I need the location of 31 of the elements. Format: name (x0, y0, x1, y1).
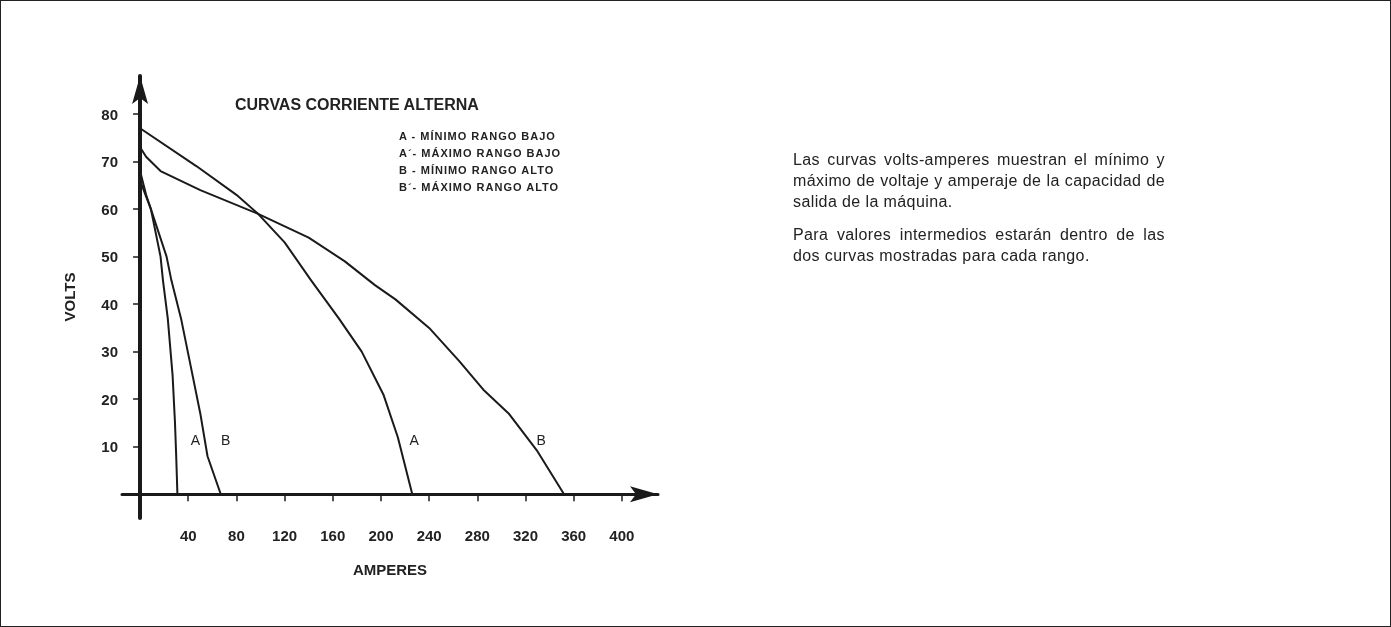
annotation: B - MÍNIMO RANGO ALTO (399, 163, 556, 178)
x-tick-label: 200 (368, 527, 394, 544)
y-tick-label: 50 (101, 248, 118, 266)
x-tick-label: 240 (416, 527, 442, 544)
x-tick-label: 280 (464, 527, 490, 544)
y-tick-label: 80 (101, 105, 118, 123)
x-tick-label: 360 (561, 527, 587, 544)
y-tick-label: 20 (101, 390, 118, 408)
annotation: A - MÍNIMO RANGO BAJO (399, 129, 557, 144)
x-axis-title: AMPERES (352, 561, 428, 578)
annotation: B (221, 432, 231, 449)
annotation: A (409, 432, 420, 449)
y-tick-label: 10 (101, 438, 118, 456)
annotation: B (536, 432, 546, 449)
x-tick-label: 40 (179, 527, 197, 544)
x-tick-label: 400 (609, 527, 635, 544)
y-tick-label: 60 (101, 200, 118, 218)
annotation: A´- MÁXIMO RANGO BAJO (399, 146, 562, 161)
text: Para valores intermedios estarán dentro de las dos curvas mostradas para cada rango. (793, 225, 1165, 266)
annotation: A (190, 432, 201, 449)
y-tick-label: 40 (101, 295, 118, 313)
y-tick-label: 30 (101, 343, 118, 361)
y-tick-label: 70 (101, 153, 118, 171)
x-tick-label: 160 (320, 527, 346, 544)
annotation: B´- MÁXIMO RANGO ALTO (399, 180, 561, 195)
x-tick-label: 120 (272, 527, 298, 544)
x-tick-label: 320 (512, 527, 539, 544)
x-tick-label: 80 (228, 527, 245, 544)
text: Las curvas volts-amperes muestran el mínimo y máximo de voltaje y amperaje de la capacidad de salida de la máquina. (793, 150, 1165, 212)
text: CURVAS CORRIENTE ALTERNA (235, 95, 480, 113)
y-axis-title: VOLTS (61, 272, 78, 322)
